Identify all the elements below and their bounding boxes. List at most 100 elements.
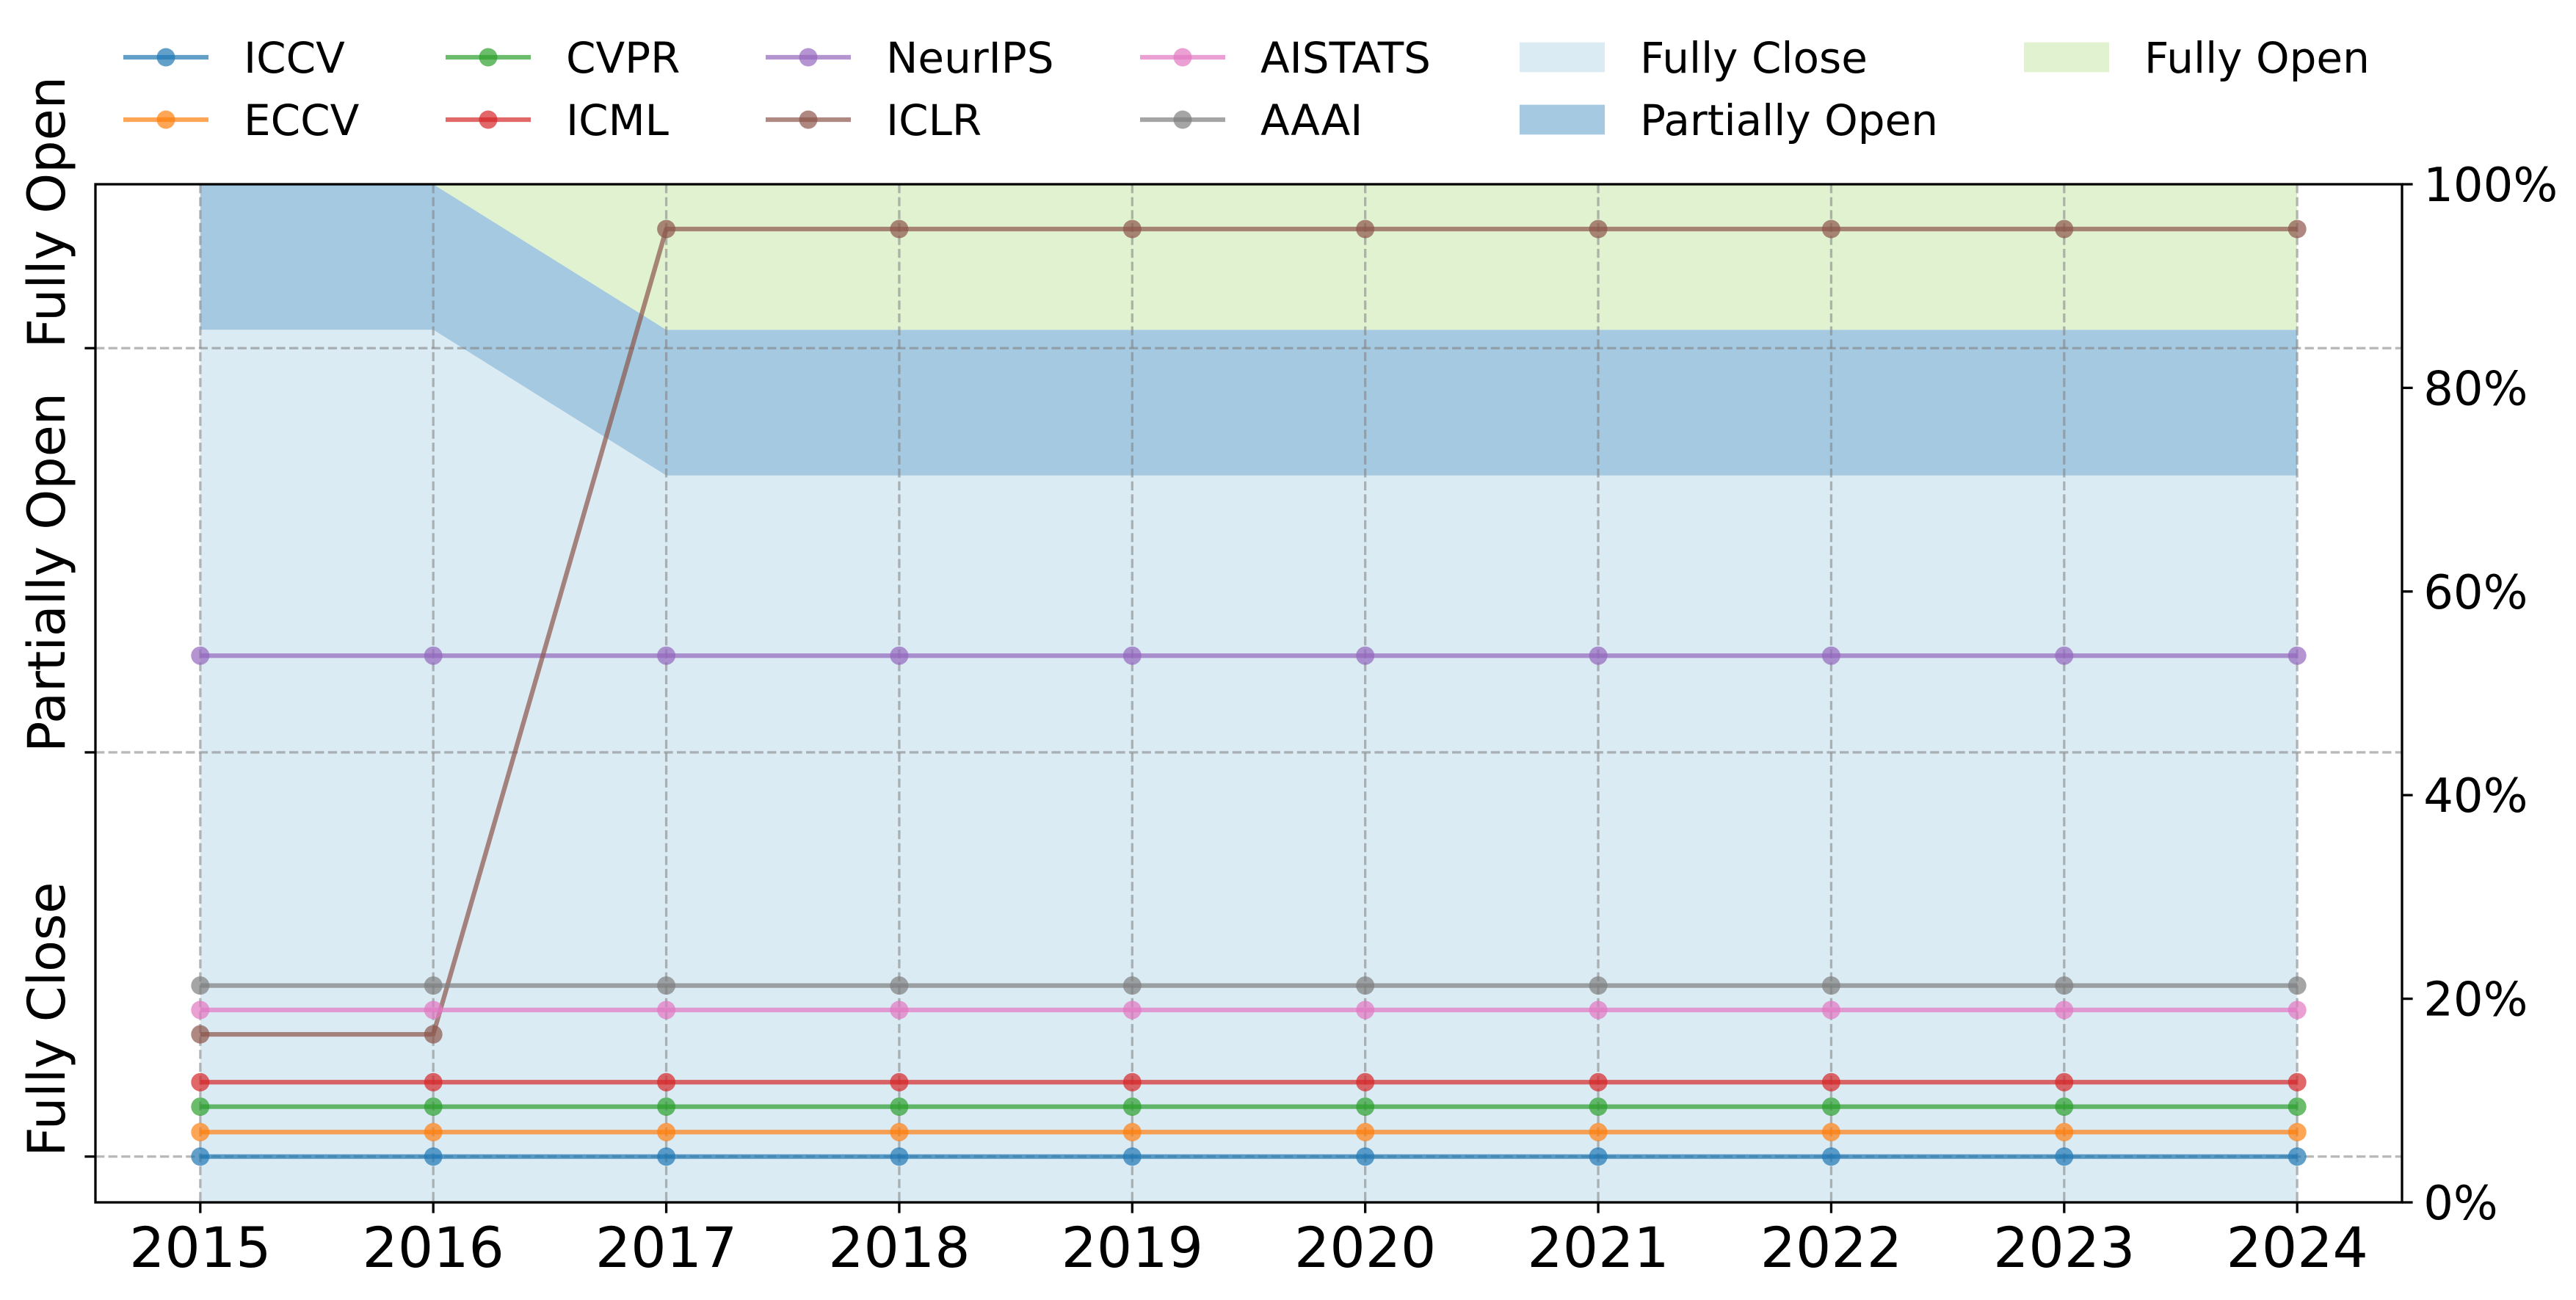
point-aaai-2022 — [1821, 976, 1840, 995]
point-aaai-2021 — [1589, 976, 1608, 995]
point-neurips-2019 — [1122, 646, 1142, 665]
point-eccv-2018 — [890, 1122, 909, 1141]
x-tick-label-2022: 2022 — [1760, 1215, 1902, 1280]
point-aistats-2021 — [1589, 1001, 1608, 1020]
point-cvpr-2015 — [191, 1097, 210, 1116]
point-neurips-2015 — [191, 646, 210, 665]
series-line-iclr — [200, 226, 2298, 1037]
point-icml-2020 — [1356, 1072, 1375, 1092]
point-eccv-2019 — [1122, 1122, 1142, 1141]
legend-item-iclr: ICLR — [766, 95, 982, 145]
point-neurips-2020 — [1356, 646, 1375, 665]
area-partially-open — [200, 184, 2298, 476]
series-aaai — [191, 976, 2307, 995]
point-eccv-2024 — [2287, 1122, 2307, 1141]
point-icml-2019 — [1122, 1072, 1142, 1092]
legend-item-aistats: AISTATS — [1140, 33, 1431, 83]
y-right-tick-label-20: 20% — [2423, 973, 2528, 1028]
y-right-tick-label-100: 100% — [2423, 159, 2558, 213]
point-aaai-2024 — [2287, 976, 2307, 995]
series-iccv — [191, 1147, 2307, 1166]
x-tick-label-2023: 2023 — [1993, 1215, 2135, 1280]
legend-label-iccv: ICCV — [244, 33, 345, 83]
point-eccv-2017 — [657, 1122, 676, 1141]
point-cvpr-2020 — [1356, 1097, 1375, 1116]
point-iclr-2023 — [2055, 219, 2074, 239]
legend-label-eccv: ECCV — [244, 95, 360, 145]
y-left-label-fully-open: Fully Open — [17, 76, 77, 348]
point-eccv-2020 — [1356, 1122, 1375, 1141]
y-left-label-fully-close: Fully Close — [17, 882, 77, 1157]
legend-item-neurips: NeurIPS — [766, 33, 1054, 83]
point-aaai-2018 — [890, 976, 909, 995]
area-fully-open — [200, 184, 2298, 330]
legend-item-fully-open: Fully Open — [2024, 33, 2370, 83]
point-iclr-2019 — [1122, 219, 1142, 239]
legend-label-iclr: ICLR — [886, 95, 982, 145]
point-aaai-2023 — [2055, 976, 2074, 995]
series-icml — [191, 1072, 2307, 1092]
point-iccv-2024 — [2287, 1147, 2307, 1166]
point-icml-2015 — [191, 1072, 210, 1092]
point-aistats-2018 — [890, 1001, 909, 1020]
series-neurips — [191, 646, 2307, 665]
point-aistats-2017 — [657, 1001, 676, 1020]
point-aistats-2022 — [1821, 1001, 1840, 1020]
x-tick-label-2019: 2019 — [1062, 1215, 1203, 1280]
point-cvpr-2023 — [2055, 1097, 2074, 1116]
point-iclr-2016 — [424, 1025, 443, 1044]
point-iclr-2021 — [1589, 219, 1608, 239]
legend-item-eccv: ECCV — [123, 95, 360, 145]
legend-item-icml: ICML — [446, 95, 669, 145]
point-iccv-2020 — [1356, 1147, 1375, 1166]
point-aistats-2016 — [424, 1001, 443, 1020]
point-aistats-2023 — [2055, 1001, 2074, 1020]
legend-patch-partially-open — [1520, 104, 1605, 135]
point-cvpr-2019 — [1122, 1097, 1142, 1116]
point-eccv-2022 — [1821, 1122, 1840, 1141]
point-aistats-2019 — [1122, 1001, 1142, 1020]
legend-label-aaai: AAAI — [1260, 95, 1363, 145]
point-iclr-2020 — [1356, 219, 1375, 239]
point-aaai-2019 — [1122, 976, 1142, 995]
x-tick-label-2020: 2020 — [1294, 1215, 1436, 1280]
legend-item-fully-close: Fully Close — [1520, 33, 1868, 83]
legend-marker-iclr — [799, 110, 818, 129]
axes: 2015 2016 2017 2018 2019 2020 2021 2022 2023 2024… — [17, 76, 2558, 1280]
point-cvpr-2021 — [1589, 1097, 1608, 1116]
point-iccv-2018 — [890, 1147, 909, 1166]
point-aistats-2015 — [191, 1001, 210, 1020]
point-neurips-2016 — [424, 646, 443, 665]
point-iclr-2017 — [657, 219, 676, 239]
point-cvpr-2016 — [424, 1097, 443, 1116]
point-cvpr-2022 — [1821, 1097, 1840, 1116]
legend-item-aaai: AAAI — [1140, 95, 1363, 145]
y-right-tick-label-60: 60% — [2423, 566, 2528, 620]
legend-item-partially-open: Partially Open — [1520, 95, 1938, 145]
background-areas — [200, 184, 2298, 1202]
series-aistats — [191, 1001, 2307, 1020]
point-aistats-2024 — [2287, 1001, 2307, 1020]
x-tick-label-2015: 2015 — [129, 1215, 271, 1280]
point-icml-2022 — [1821, 1072, 1840, 1092]
point-neurips-2017 — [657, 646, 676, 665]
point-iccv-2021 — [1589, 1147, 1608, 1166]
point-neurips-2024 — [2287, 646, 2307, 665]
point-cvpr-2024 — [2287, 1097, 2307, 1116]
point-aaai-2017 — [657, 976, 676, 995]
legend-label-partially-open: Partially Open — [1640, 95, 1938, 145]
legend-label-neurips: NeurIPS — [886, 33, 1054, 83]
y-right-tick-label-0: 0% — [2423, 1177, 2498, 1231]
legend-label-cvpr: CVPR — [566, 33, 680, 83]
point-iccv-2017 — [657, 1147, 676, 1166]
point-aaai-2015 — [191, 976, 210, 995]
point-icml-2018 — [890, 1072, 909, 1092]
point-neurips-2023 — [2055, 646, 2074, 665]
point-icml-2023 — [2055, 1072, 2074, 1092]
point-iccv-2019 — [1122, 1147, 1142, 1166]
point-cvpr-2018 — [890, 1097, 909, 1116]
legend-marker-iccv — [156, 48, 175, 67]
point-neurips-2018 — [890, 646, 909, 665]
legend-label-fully-close: Fully Close — [1640, 33, 1868, 83]
